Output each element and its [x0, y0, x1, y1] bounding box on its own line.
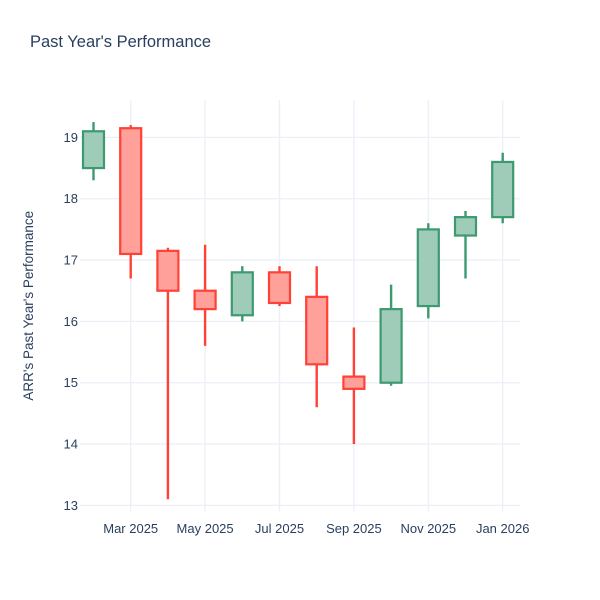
candle-body — [230, 271, 254, 317]
candle-nov-2025 — [416, 223, 440, 319]
candle-oct-2025 — [379, 284, 403, 386]
candle-body — [379, 308, 403, 384]
x-tick-label: Jan 2026 — [476, 521, 530, 536]
candle-body — [267, 271, 292, 305]
candle-body — [193, 289, 217, 311]
candle-mar-2025 — [119, 125, 143, 279]
candle-jun-2025 — [230, 266, 254, 322]
candle-body — [156, 249, 180, 292]
candle-dec-2025 — [453, 211, 478, 279]
y-axis-title: ARR's Past Year's Performance — [21, 211, 36, 401]
y-tick-label: 17 — [64, 253, 78, 268]
candle-apr-2025 — [156, 247, 180, 500]
y-tick-label: 19 — [64, 130, 78, 145]
y-tick-label: 14 — [64, 437, 78, 452]
y-tick-label: 16 — [64, 314, 78, 329]
candle-jan-2026 — [491, 152, 515, 224]
candle-body — [119, 127, 143, 256]
candle-body — [453, 216, 478, 237]
x-tick-label: Sep 2025 — [326, 521, 382, 536]
candle-feb-2025 — [81, 122, 106, 181]
x-tick-label: Nov 2025 — [400, 521, 456, 536]
x-tick-label: Mar 2025 — [103, 521, 158, 536]
y-tick-label: 18 — [64, 191, 78, 206]
x-tick-label: Jul 2025 — [255, 521, 304, 536]
candle-body — [342, 375, 366, 390]
candle-body — [491, 160, 515, 219]
candle-jul-2025 — [267, 266, 292, 307]
candle-body — [81, 130, 106, 170]
candle-sep-2025 — [342, 327, 366, 445]
candle-body — [305, 295, 329, 366]
candle-may-2025 — [193, 244, 217, 346]
chart-title: Past Year's Performance — [30, 33, 212, 51]
y-tick-label: 13 — [64, 498, 78, 513]
candle-body — [416, 228, 440, 308]
x-tick-label: May 2025 — [177, 521, 234, 536]
candle-aug-2025 — [305, 266, 329, 408]
y-tick-label: 15 — [64, 375, 78, 390]
